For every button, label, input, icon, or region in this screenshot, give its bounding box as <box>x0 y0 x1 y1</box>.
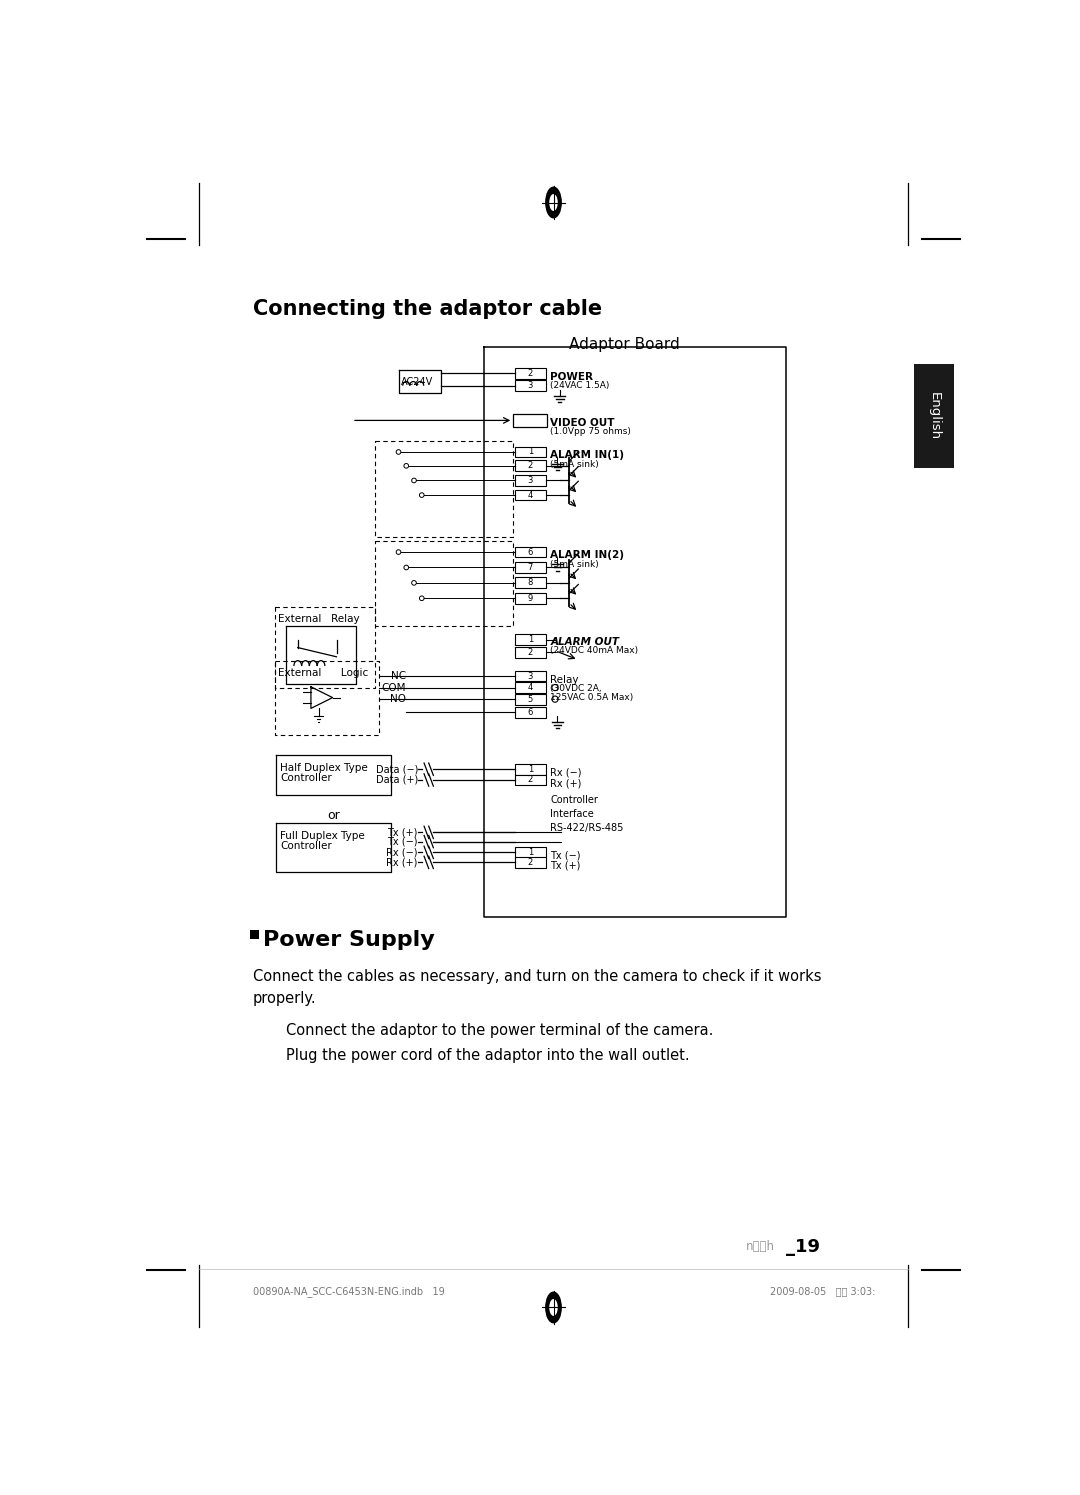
Bar <box>515 460 545 471</box>
Text: 3: 3 <box>527 381 532 390</box>
Text: Controller: Controller <box>280 840 332 851</box>
Text: Connect the adaptor to the power terminal of the camera.: Connect the adaptor to the power termina… <box>286 1023 714 1038</box>
Text: 3: 3 <box>527 671 532 680</box>
Text: Data (−): Data (−) <box>376 764 418 774</box>
Text: Tx (+): Tx (+) <box>551 861 581 872</box>
Text: ALARM OUT: ALARM OUT <box>551 637 620 647</box>
Text: (1.0Vpp 75 ohms): (1.0Vpp 75 ohms) <box>551 428 632 437</box>
Text: External      Logic: External Logic <box>279 668 368 679</box>
Bar <box>515 475 545 486</box>
Text: COM: COM <box>381 683 406 692</box>
Text: (24VDC 40mA Max): (24VDC 40mA Max) <box>551 646 638 655</box>
Bar <box>515 707 545 718</box>
Text: 8: 8 <box>527 579 532 588</box>
Bar <box>515 857 545 867</box>
Text: 6: 6 <box>527 707 532 716</box>
Text: AC24V: AC24V <box>401 377 433 387</box>
Text: Tx (+): Tx (+) <box>388 827 418 837</box>
Text: 125VAC 0.5A Max): 125VAC 0.5A Max) <box>551 694 634 703</box>
Text: 4: 4 <box>528 683 532 692</box>
Bar <box>515 764 545 774</box>
Text: Full Duplex Type: Full Duplex Type <box>280 831 365 840</box>
Bar <box>515 694 545 704</box>
Text: 5: 5 <box>528 695 532 704</box>
Text: n맨스h: n맨스h <box>745 1241 774 1253</box>
Ellipse shape <box>550 1299 557 1316</box>
Bar <box>515 774 545 785</box>
Text: Connect the cables as necessary, and turn on the camera to check if it works
pro: Connect the cables as necessary, and tur… <box>253 969 821 1006</box>
Text: English: English <box>928 392 941 440</box>
Text: NC: NC <box>391 671 406 682</box>
Text: Data (+): Data (+) <box>376 774 418 785</box>
Bar <box>515 634 545 646</box>
Text: Rx (+): Rx (+) <box>387 858 418 867</box>
Text: or: or <box>327 809 340 822</box>
Bar <box>249 930 259 939</box>
Text: 1: 1 <box>528 447 532 456</box>
Text: Power Supply: Power Supply <box>262 930 434 951</box>
Text: 7: 7 <box>527 564 532 573</box>
Text: NO: NO <box>390 694 406 704</box>
Ellipse shape <box>545 187 562 218</box>
Text: 2: 2 <box>528 858 532 867</box>
Text: Adaptor Board: Adaptor Board <box>569 338 679 353</box>
Bar <box>515 490 545 501</box>
Text: Controller
Interface
RS-422/RS-485: Controller Interface RS-422/RS-485 <box>551 795 624 833</box>
Text: Rx (−): Rx (−) <box>551 767 582 777</box>
Bar <box>515 577 545 588</box>
Text: _19: _19 <box>786 1238 820 1256</box>
Text: (5mA sink): (5mA sink) <box>551 459 599 468</box>
Text: 2009-08-05   오후 3:03:: 2009-08-05 오후 3:03: <box>770 1286 876 1296</box>
Bar <box>515 682 545 694</box>
Text: ALARM IN(1): ALARM IN(1) <box>551 450 624 459</box>
Text: Connecting the adaptor cable: Connecting the adaptor cable <box>253 299 602 318</box>
Text: External   Relay: External Relay <box>279 614 360 625</box>
Text: POWER: POWER <box>551 372 593 381</box>
Text: (24VAC 1.5A): (24VAC 1.5A) <box>551 381 610 390</box>
Text: 1: 1 <box>528 635 532 644</box>
Ellipse shape <box>550 194 557 211</box>
Ellipse shape <box>545 1292 562 1323</box>
Text: (5mA sink): (5mA sink) <box>551 559 599 568</box>
Bar <box>513 414 548 426</box>
Text: 1: 1 <box>528 765 532 774</box>
Text: Rx (+): Rx (+) <box>551 779 582 788</box>
Bar <box>515 380 545 392</box>
Text: 6: 6 <box>527 547 532 556</box>
Bar <box>515 447 545 457</box>
Bar <box>515 562 545 573</box>
Bar <box>515 368 545 378</box>
Text: 2: 2 <box>528 776 532 785</box>
Text: (30VDC 2A,: (30VDC 2A, <box>551 683 602 692</box>
Text: 1: 1 <box>528 848 532 857</box>
Text: 2: 2 <box>528 647 532 656</box>
Text: 3: 3 <box>527 475 532 484</box>
Text: Plug the power cord of the adaptor into the wall outlet.: Plug the power cord of the adaptor into … <box>286 1048 690 1063</box>
Text: Half Duplex Type: Half Duplex Type <box>280 762 367 773</box>
Text: 4: 4 <box>528 490 532 499</box>
Text: Relay: Relay <box>551 674 579 685</box>
Bar <box>914 365 954 468</box>
Text: Tx (−): Tx (−) <box>551 851 581 861</box>
Bar <box>515 671 545 682</box>
Text: 2: 2 <box>528 369 532 378</box>
Bar <box>515 594 545 604</box>
Text: 00890A-NA_SCC-C6453N-ENG.indb   19: 00890A-NA_SCC-C6453N-ENG.indb 19 <box>253 1286 445 1296</box>
Text: Rx (−): Rx (−) <box>387 848 418 857</box>
Text: VIDEO OUT: VIDEO OUT <box>551 419 615 428</box>
Bar <box>515 547 545 558</box>
Text: 9: 9 <box>528 594 532 602</box>
Bar <box>515 647 545 658</box>
Bar <box>515 848 545 858</box>
Text: ALARM IN(2): ALARM IN(2) <box>551 550 624 559</box>
Text: Controller: Controller <box>280 773 332 783</box>
Text: Tx (−): Tx (−) <box>388 837 418 846</box>
Text: 2: 2 <box>528 462 532 471</box>
